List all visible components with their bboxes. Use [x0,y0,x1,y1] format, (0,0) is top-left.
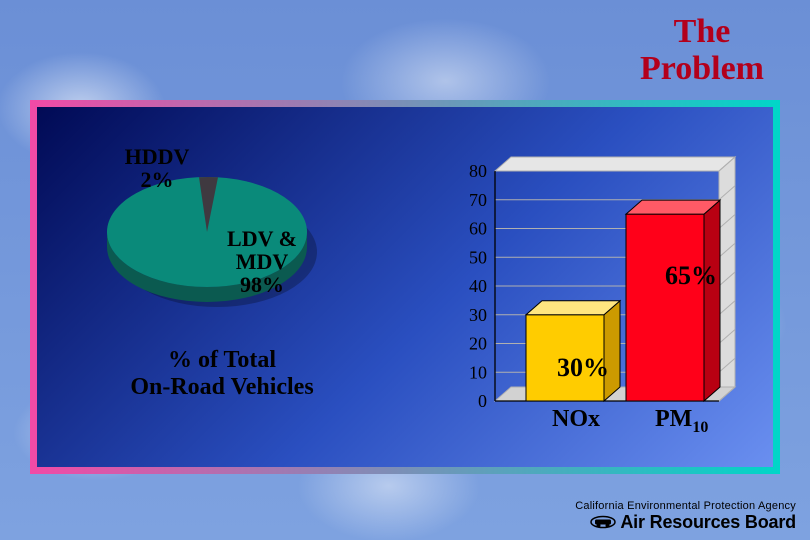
ldv-pct: 98% [240,272,284,297]
bar-chart: 0 10 20 30 40 50 60 70 80 30% 65% NOx PM10 [437,151,757,441]
ldv-name-1: LDV & [227,226,297,251]
footer: California Environmental Protection Agen… [575,500,796,535]
board-name: Air Resources Board [590,512,796,533]
arb-logo-icon [590,515,616,529]
agency-name: California Environmental Protection Agen… [575,500,796,512]
slide-title: The Problem [640,14,764,87]
bar-chart-svg: 0 10 20 30 40 50 60 70 80 [437,151,757,441]
title-line-2: Problem [640,50,764,87]
svg-text:10: 10 [469,362,487,382]
bar-value-label-nox: 30% [557,353,609,383]
hddv-pct: 2% [141,167,174,192]
pie-caption-1: % of Total [168,347,276,373]
content-panel: HDDV 2% LDV & MDV 98% % of Total On-Road… [37,107,773,467]
bar-category-pm10: PM10 [655,406,708,437]
title-line-1: The [674,13,731,50]
pie-caption: % of Total On-Road Vehicles [97,347,347,401]
svg-text:0: 0 [478,391,487,411]
bar-category-nox: NOx [552,406,600,433]
pie-slice-label-ldv: LDV & MDV 98% [197,227,327,296]
svg-text:70: 70 [469,190,487,210]
bar-value-label-pm10: 65% [665,261,717,291]
svg-text:50: 50 [469,247,487,267]
hddv-name: HDDV [125,144,190,169]
svg-text:60: 60 [469,219,487,239]
pie-slice-label-hddv: HDDV 2% [107,145,207,191]
cat-nox-text: NOx [552,406,600,432]
ldv-name-2: MDV [236,249,289,274]
svg-text:30: 30 [469,305,487,325]
content-panel-border: HDDV 2% LDV & MDV 98% % of Total On-Road… [30,100,780,474]
slide: The Problem HDDV 2% [0,0,810,540]
svg-text:40: 40 [469,276,487,296]
pie-caption-2: On-Road Vehicles [130,374,313,400]
svg-text:20: 20 [469,334,487,354]
svg-text:80: 80 [469,161,487,181]
board-text: Air Resources Board [620,512,796,533]
